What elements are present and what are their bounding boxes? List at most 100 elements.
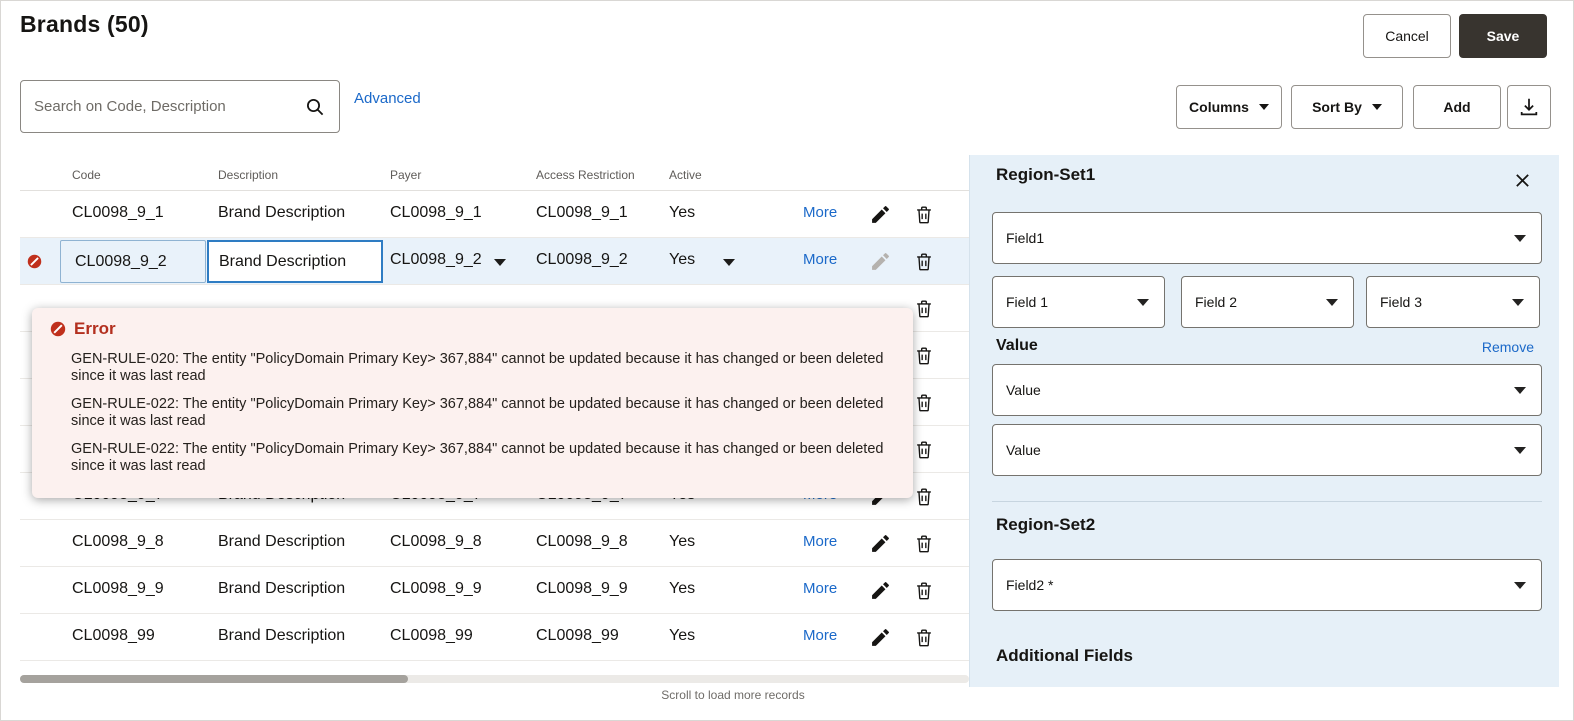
- edit-button[interactable]: [866, 201, 894, 229]
- value-select-2[interactable]: Value: [992, 424, 1542, 476]
- table-row: CL0098_9_9 Brand Description CL0098_9_9 …: [20, 567, 969, 614]
- delete-button[interactable]: [910, 295, 938, 323]
- table-row: CL0098_99 Brand Description CL0098_99 CL…: [20, 614, 969, 661]
- cell-access-restriction: CL0098_9_2: [536, 251, 628, 268]
- field-3-select-value: Field 3: [1380, 294, 1423, 310]
- cancel-button[interactable]: Cancel: [1363, 14, 1451, 58]
- error-message: GEN-RULE-022: The entity "PolicyDomain P…: [71, 441, 884, 474]
- cell-active: Yes: [669, 627, 696, 644]
- columns-dropdown-label: Columns: [1189, 99, 1249, 115]
- cell-code: CL0098_99: [72, 627, 155, 644]
- code-input[interactable]: CL0098_9_2: [60, 240, 206, 283]
- save-button[interactable]: Save: [1459, 14, 1547, 58]
- value-section-label: Value: [996, 337, 1038, 354]
- description-input[interactable]: [207, 240, 383, 283]
- close-icon[interactable]: [1510, 168, 1535, 196]
- chevron-down-icon: [1514, 446, 1526, 454]
- error-icon: [50, 321, 66, 337]
- column-header-payer: Payer: [390, 168, 422, 182]
- region-set2-title: Region-Set2: [996, 515, 1096, 534]
- cell-description: Brand Description: [218, 580, 346, 597]
- cell-description: Brand Description: [218, 204, 346, 221]
- cell-active: Yes: [669, 580, 696, 597]
- error-popup: Error GEN-RULE-020: The entity "PolicyDo…: [32, 308, 913, 498]
- cell-access-restriction: CL0098_99: [536, 627, 619, 644]
- edit-button[interactable]: [866, 577, 894, 605]
- chevron-down-icon[interactable]: [723, 259, 735, 266]
- divider: [992, 501, 1542, 502]
- sort-by-dropdown-label: Sort By: [1312, 99, 1362, 115]
- error-message: GEN-RULE-022: The entity "PolicyDomain P…: [71, 396, 884, 429]
- cell-code: CL0098_9_1: [72, 204, 164, 221]
- table-row: CL0098_9_1 Brand Description CL0098_9_1 …: [20, 191, 969, 238]
- payer-dropdown[interactable]: CL0098_9_2: [390, 251, 482, 268]
- field2-select[interactable]: Field2 *: [992, 559, 1542, 611]
- code-input-value: CL0098_9_2: [75, 252, 167, 270]
- scrollbar-thumb[interactable]: [20, 675, 408, 683]
- region-set1-title: Region-Set1: [996, 165, 1096, 184]
- more-link[interactable]: More: [803, 580, 838, 597]
- cell-code: CL0098_9_8: [72, 533, 164, 550]
- cell-code: CL0098_9_9: [72, 580, 164, 597]
- field1-select-value: Field1: [1006, 230, 1045, 246]
- cell-description: Brand Description: [218, 627, 346, 644]
- chevron-down-icon: [1514, 234, 1526, 242]
- cell-payer: CL0098_9_9: [390, 580, 482, 597]
- search-box[interactable]: [20, 80, 340, 133]
- more-link[interactable]: More: [803, 627, 838, 644]
- cell-payer: CL0098_99: [390, 627, 473, 644]
- edit-button[interactable]: [866, 624, 894, 652]
- column-header-description: Description: [218, 168, 279, 182]
- field-1-select-value: Field 1: [1006, 294, 1049, 310]
- cell-active: Yes: [669, 533, 696, 550]
- download-icon: [1518, 96, 1540, 118]
- delete-button[interactable]: [910, 248, 938, 276]
- chevron-down-icon: [1512, 298, 1524, 306]
- cell-description: Brand Description: [218, 533, 346, 550]
- remove-link[interactable]: Remove: [1481, 339, 1534, 355]
- cell-access-restriction: CL0098_9_9: [536, 580, 628, 597]
- delete-button[interactable]: [910, 201, 938, 229]
- field2-select-value: Field2 *: [1006, 577, 1054, 593]
- field-1-select[interactable]: Field 1: [992, 276, 1165, 328]
- delete-button[interactable]: [910, 483, 938, 511]
- advanced-link[interactable]: Advanced: [354, 90, 421, 107]
- detail-panel: Region-Set1 Field1 Field 1 Field 2 Field…: [969, 155, 1559, 687]
- field-2-select-value: Field 2: [1195, 294, 1238, 310]
- delete-button[interactable]: [910, 577, 938, 605]
- sort-by-dropdown[interactable]: Sort By: [1291, 85, 1403, 129]
- column-header-access-restriction: Access Restriction: [536, 168, 635, 182]
- field-2-select[interactable]: Field 2: [1181, 276, 1354, 328]
- edit-button-disabled: [866, 248, 894, 276]
- cell-active: Yes: [669, 204, 696, 221]
- column-header-code: Code: [72, 168, 101, 182]
- delete-button[interactable]: [910, 530, 938, 558]
- field-3-select[interactable]: Field 3: [1366, 276, 1540, 328]
- horizontal-scrollbar[interactable]: [20, 675, 969, 683]
- chevron-down-icon: [1514, 581, 1526, 589]
- additional-fields-title: Additional Fields: [996, 646, 1133, 665]
- more-link[interactable]: More: [803, 533, 838, 550]
- delete-button[interactable]: [910, 436, 938, 464]
- column-header-active: Active: [669, 168, 702, 182]
- scroll-hint: Scroll to load more records: [661, 688, 805, 702]
- chevron-down-icon[interactable]: [494, 259, 506, 266]
- active-dropdown[interactable]: Yes: [669, 251, 696, 268]
- delete-button[interactable]: [910, 389, 938, 417]
- delete-button[interactable]: [910, 624, 938, 652]
- add-button[interactable]: Add: [1413, 85, 1501, 129]
- field1-select[interactable]: Field1: [992, 212, 1542, 264]
- download-button[interactable]: [1507, 85, 1551, 129]
- search-input[interactable]: [21, 98, 301, 115]
- value-select-1[interactable]: Value: [992, 364, 1542, 416]
- delete-button[interactable]: [910, 342, 938, 370]
- more-link[interactable]: More: [803, 251, 838, 268]
- columns-dropdown[interactable]: Columns: [1176, 85, 1282, 129]
- table-row-editing[interactable]: CL0098_9_2 CL0098_9_2 CL0098_9_2 Yes Mor…: [20, 238, 969, 285]
- search-icon[interactable]: [301, 97, 339, 117]
- chevron-down-icon: [1371, 104, 1382, 110]
- edit-button[interactable]: [866, 530, 894, 558]
- more-link[interactable]: More: [803, 204, 838, 221]
- table-header-row: Code Description Payer Access Restrictio…: [20, 159, 969, 191]
